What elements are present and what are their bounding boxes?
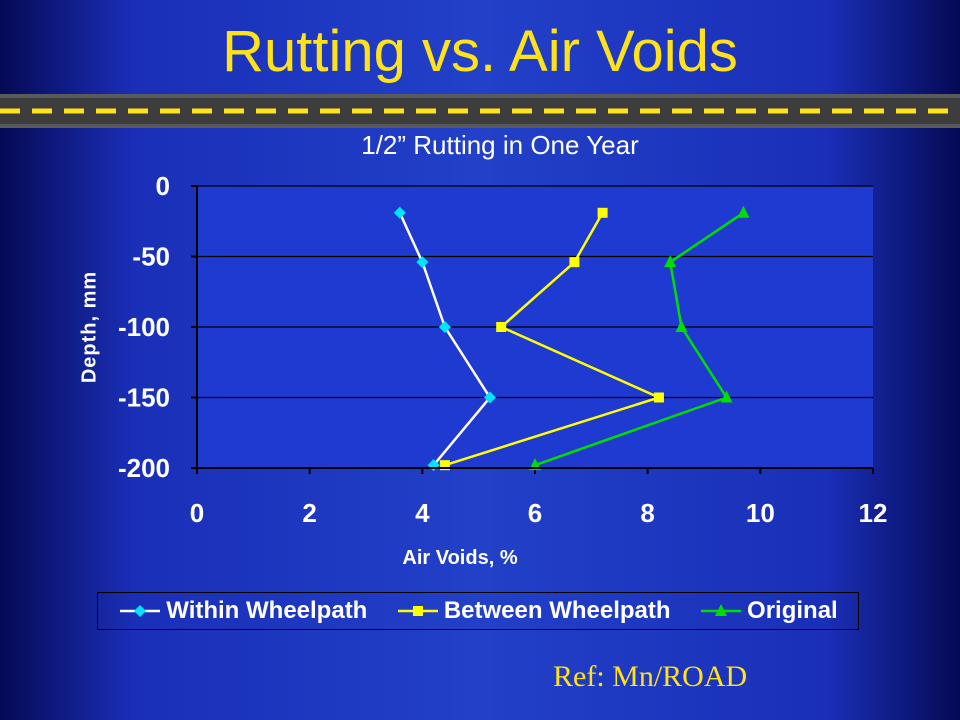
square-marker — [569, 257, 580, 268]
y-axis-title: Depth, mm — [78, 270, 101, 384]
triangle-marker — [675, 320, 688, 332]
square-marker — [412, 606, 423, 616]
diamond-marker — [393, 206, 406, 219]
x-tick-label: 12 — [859, 498, 888, 528]
diamond-marker — [134, 605, 147, 617]
y-tick-label: 0 — [156, 171, 170, 201]
legend-item-original: Original — [699, 597, 838, 625]
series-0 — [393, 206, 496, 472]
legend-label: Original — [747, 597, 838, 624]
diamond-marker — [438, 321, 451, 333]
y-tick-label: -50 — [132, 242, 170, 272]
legend-swatch-between-wheelpath — [397, 606, 438, 616]
square-marker — [439, 460, 450, 471]
legend-label: Between Wheelpath — [443, 597, 671, 624]
square-marker — [597, 207, 608, 218]
chart-title: 1/2” Rutting in One Year — [361, 130, 639, 160]
legend-swatch-within-wheelpath — [120, 605, 161, 617]
series-1 — [439, 207, 664, 471]
legend-label: Within Wheelpath — [166, 597, 368, 624]
x-tick-label: 6 — [528, 498, 542, 528]
diamond-marker — [416, 256, 429, 269]
diamond-marker — [483, 391, 496, 404]
square-marker — [653, 392, 664, 403]
x-tick-label: 0 — [190, 498, 204, 528]
legend-swatch-original — [701, 604, 742, 616]
triangle-marker — [737, 205, 750, 218]
x-tick-label: 4 — [415, 498, 430, 528]
triangle-marker — [715, 604, 728, 616]
x-axis-title: Air Voids, % — [402, 547, 518, 569]
y-tick-label: -150 — [118, 383, 170, 413]
x-tick-label: 8 — [640, 498, 654, 528]
x-tick-label: 10 — [746, 498, 775, 528]
triangle-marker — [720, 390, 733, 403]
legend-item-within-wheelpath: Within Wheelpath — [118, 597, 367, 625]
reference-note: Ref: Mn/ROAD — [553, 660, 748, 693]
road-stripe-graphic — [0, 94, 960, 128]
triangle-marker — [664, 255, 677, 268]
chart-legend: Within Wheelpath Between Wheelpath Origi… — [97, 592, 859, 630]
legend-item-between-wheelpath: Between Wheelpath — [396, 597, 671, 625]
square-marker — [496, 322, 507, 332]
y-tick-label: -100 — [118, 312, 170, 342]
slide-title: Rutting vs. Air Voids — [222, 19, 738, 84]
y-tick-label: -200 — [118, 453, 170, 483]
x-tick-label: 2 — [302, 498, 316, 528]
